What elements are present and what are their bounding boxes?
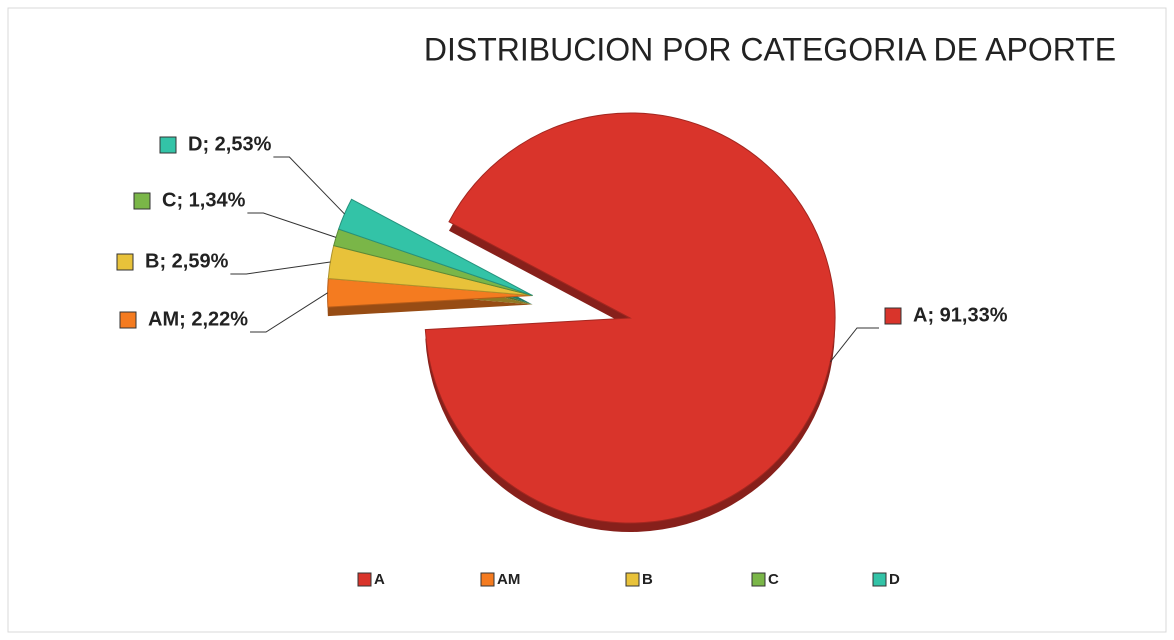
legend-key	[751, 572, 766, 587]
legend-label: A	[374, 571, 385, 588]
data-label: C; 1,34%	[162, 189, 246, 211]
data-label: AM; 2,22%	[148, 308, 248, 330]
leader-line	[230, 261, 331, 275]
slice	[424, 112, 836, 524]
leader-line	[247, 212, 337, 238]
label-key	[119, 311, 137, 329]
data-label: D; 2,53%	[188, 133, 272, 155]
data-label: A; 91,33%	[913, 304, 1008, 326]
leader-line	[273, 156, 345, 215]
pie	[327, 112, 836, 533]
leader-line	[829, 327, 879, 363]
legend-key	[625, 572, 640, 587]
legend-label: AM	[497, 571, 520, 588]
legend-label: B	[642, 571, 653, 588]
leader-line	[250, 292, 328, 333]
legend-key	[480, 572, 495, 587]
legend-key	[872, 572, 887, 587]
data-label: B; 2,59%	[145, 250, 229, 272]
label-key	[159, 136, 177, 154]
legend-label: D	[889, 571, 900, 588]
legend-key	[357, 572, 372, 587]
label-key	[133, 192, 151, 210]
label-key	[116, 253, 134, 271]
chart-title: DISTRIBUCION POR CATEGORIA DE APORTE	[424, 31, 1116, 67]
label-key	[884, 307, 902, 325]
legend-label: C	[768, 571, 779, 588]
